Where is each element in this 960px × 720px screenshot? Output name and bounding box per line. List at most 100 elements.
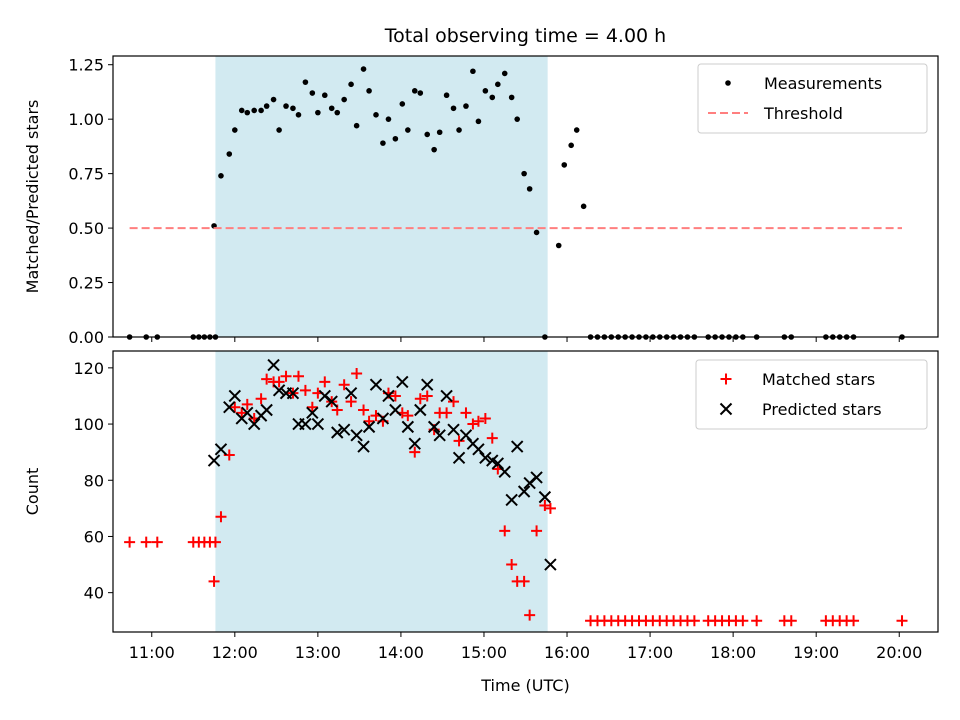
y-tick-label: 0.50 [68, 219, 104, 238]
predicted-star-point [389, 403, 402, 417]
matched-star-point [209, 536, 221, 548]
measurement-point [526, 186, 533, 192]
matched-star-point [499, 525, 511, 537]
measurement-point [436, 129, 443, 136]
measurement-point [424, 131, 431, 138]
measurement-point [226, 151, 233, 157]
measurement-point [302, 79, 309, 85]
legend-label: Matched stars [762, 370, 875, 389]
measurement-point [276, 127, 282, 133]
predicted-star-point [241, 406, 254, 420]
predicted-star-point [214, 443, 228, 456]
predicted-star-point [530, 471, 543, 484]
y-tick-label: 0.00 [68, 328, 104, 347]
matched-star-point [409, 446, 421, 458]
matched-star-point [467, 418, 479, 430]
matched-star-point [299, 384, 311, 396]
predicted-star-point [260, 403, 273, 417]
measurement-point [573, 127, 580, 133]
measurement-point [463, 103, 469, 109]
legend-x-marker [719, 402, 733, 416]
matched-star-point [363, 415, 375, 427]
matched-star-point [688, 615, 700, 627]
measurement-point [263, 103, 270, 109]
measurement-point [508, 94, 515, 101]
predicted-star-point [440, 389, 453, 403]
predicted-star-point [337, 423, 351, 436]
matched-star-point [479, 412, 491, 424]
matched-star-point [140, 536, 152, 548]
predicted-star-point [408, 437, 421, 450]
measurement-point [417, 90, 424, 96]
x-tick-label: 18:00 [710, 643, 756, 662]
measurement-point [456, 127, 462, 133]
matched-star-point [151, 536, 163, 548]
bottom-legend: Matched stars Predicted stars [695, 359, 928, 430]
measurement-point [555, 242, 562, 249]
measurement-point [283, 103, 289, 109]
matched-star-point [524, 609, 536, 621]
predicted-star-point [331, 426, 344, 439]
measurement-point [501, 70, 508, 77]
x-tick-label: 19:00 [793, 643, 839, 662]
matched-star-point [241, 398, 253, 410]
measurement-point [232, 127, 238, 133]
predicted-star-point [223, 400, 236, 414]
top-panel-frame [112, 55, 939, 338]
bottom-panel-frame [112, 350, 939, 633]
predicted-star-point [472, 443, 485, 456]
predicted-star-point [517, 485, 531, 498]
measurement-point [290, 105, 296, 112]
predicted-star-point [459, 429, 473, 442]
x-tick-label: 15:00 [461, 643, 507, 662]
predicted-star-point [491, 457, 505, 470]
matched-star-point [338, 379, 350, 391]
matched-star-point [280, 370, 292, 382]
measurement-point [373, 112, 379, 118]
measurement-point [328, 105, 335, 112]
x-tick-label: 16:00 [544, 643, 590, 662]
x-tick-label: 11:00 [129, 643, 175, 662]
matched-star-point [261, 373, 273, 385]
predicted-star-point [207, 454, 221, 467]
x-tick-label: 13:00 [295, 643, 341, 662]
measurement-point [341, 96, 347, 103]
measurement-point [411, 88, 418, 94]
measurement-point [270, 96, 277, 103]
predicted-star-point [498, 465, 511, 479]
measurement-point [489, 94, 496, 101]
measurement-point [392, 135, 399, 142]
x-tick-label: 14:00 [378, 643, 424, 662]
matched-star-point [124, 536, 136, 548]
chart-title: Total observing time = 4.00 h [384, 25, 666, 47]
matched-star-point [518, 575, 530, 587]
predicted-star-point [538, 490, 552, 504]
legend-label: Measurements [764, 74, 882, 93]
top-panel: 0.00 0.25 0.50 0.75 1.00 1.25 Matched/Predict… [23, 55, 939, 347]
matched-star-point [273, 376, 285, 388]
predicted-star-point [510, 440, 524, 453]
y-tick-label: 1.00 [68, 110, 104, 129]
matched-star-point [414, 393, 426, 405]
predicted-star-point [369, 378, 383, 391]
matched-star-point [292, 370, 304, 382]
bottom-y-axis-label: Count [23, 468, 42, 516]
predicted-star-point [427, 420, 441, 434]
predicted-star-point [247, 417, 261, 431]
measurement-point [431, 146, 437, 153]
matched-star-point [544, 502, 556, 514]
measurement-point [568, 142, 574, 149]
matched-star-point [453, 435, 465, 447]
measurement-point [295, 112, 302, 118]
predicted-star-point [311, 417, 325, 431]
predicted-star-point [447, 423, 460, 436]
measurement-point [251, 107, 257, 114]
matched-star-point [229, 401, 241, 413]
predicted-star-point [433, 429, 446, 442]
measurement-point [405, 127, 411, 133]
matched-star-point [737, 615, 749, 627]
measurement-point [380, 140, 386, 146]
predicted-star-point [299, 417, 312, 431]
measurement-point [238, 107, 245, 114]
legend-box [695, 359, 928, 430]
